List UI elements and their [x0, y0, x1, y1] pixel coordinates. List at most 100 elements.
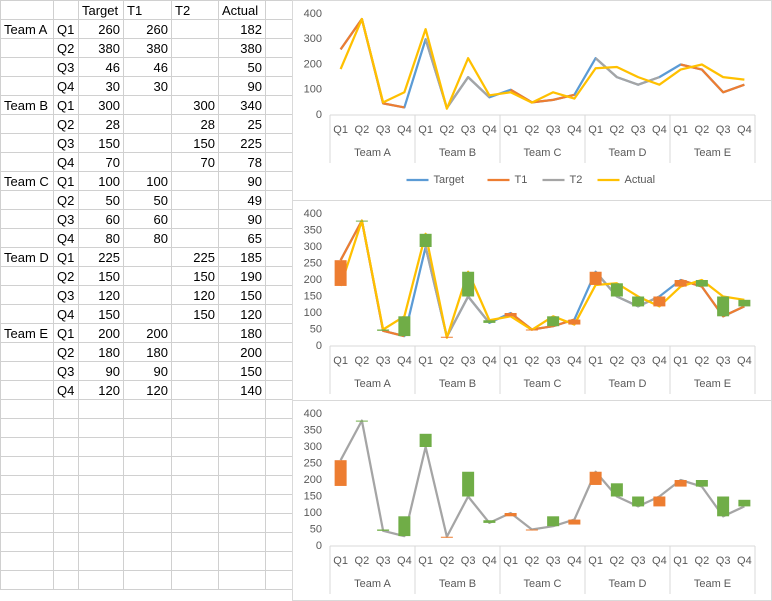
cell[interactable]: Q4: [53, 228, 79, 248]
cell[interactable]: [171, 380, 219, 400]
cell[interactable]: 46: [78, 57, 124, 77]
cell[interactable]: [171, 19, 219, 39]
cell[interactable]: [53, 456, 79, 476]
cell[interactable]: 225: [218, 133, 266, 153]
cell[interactable]: Actual: [218, 0, 266, 20]
cell[interactable]: Q3: [53, 209, 79, 229]
cell[interactable]: Q4: [53, 304, 79, 324]
cell[interactable]: [78, 513, 124, 533]
cell[interactable]: 120: [78, 380, 124, 400]
cell[interactable]: [171, 570, 219, 590]
cell[interactable]: 78: [218, 152, 266, 172]
cell[interactable]: 180: [218, 323, 266, 343]
cell[interactable]: [265, 285, 293, 305]
cell[interactable]: [123, 152, 172, 172]
cell[interactable]: 200: [78, 323, 124, 343]
cell[interactable]: T2: [171, 0, 219, 20]
cell[interactable]: 28: [78, 114, 124, 134]
cell[interactable]: 140: [218, 380, 266, 400]
cell[interactable]: [171, 209, 219, 229]
cell[interactable]: 80: [123, 228, 172, 248]
cell[interactable]: 28: [171, 114, 219, 134]
cell[interactable]: [0, 0, 54, 20]
cell[interactable]: [265, 551, 293, 571]
cell[interactable]: Team D: [0, 247, 54, 267]
cell[interactable]: [53, 513, 79, 533]
cell[interactable]: [123, 532, 172, 552]
cell[interactable]: 25: [218, 114, 266, 134]
cell[interactable]: [0, 399, 54, 419]
cell[interactable]: [265, 304, 293, 324]
cell[interactable]: [78, 570, 124, 590]
cell[interactable]: [171, 38, 219, 58]
cell[interactable]: [123, 266, 172, 286]
cell[interactable]: [265, 114, 293, 134]
cell[interactable]: [123, 399, 172, 419]
cell[interactable]: [0, 190, 54, 210]
cell[interactable]: 150: [218, 361, 266, 381]
cell[interactable]: 90: [218, 209, 266, 229]
cell[interactable]: [265, 456, 293, 476]
cell[interactable]: [265, 0, 293, 20]
cell[interactable]: 190: [218, 266, 266, 286]
cell[interactable]: [123, 285, 172, 305]
cell[interactable]: [0, 475, 54, 495]
cell[interactable]: 70: [78, 152, 124, 172]
cell[interactable]: [218, 570, 266, 590]
cell[interactable]: [0, 209, 54, 229]
cell[interactable]: 300: [171, 95, 219, 115]
cell[interactable]: [265, 380, 293, 400]
cell[interactable]: [0, 342, 54, 362]
cell[interactable]: 150: [78, 133, 124, 153]
cell[interactable]: [53, 399, 79, 419]
cell[interactable]: Q4: [53, 380, 79, 400]
cell[interactable]: Team B: [0, 95, 54, 115]
cell[interactable]: [265, 532, 293, 552]
cell[interactable]: [0, 285, 54, 305]
cell[interactable]: [265, 342, 293, 362]
cell[interactable]: [53, 0, 79, 20]
cell[interactable]: 120: [78, 285, 124, 305]
cell[interactable]: [0, 494, 54, 514]
cell[interactable]: [171, 456, 219, 476]
cell[interactable]: Q1: [53, 247, 79, 267]
cell[interactable]: [53, 437, 79, 457]
cell[interactable]: [0, 380, 54, 400]
cell[interactable]: 50: [218, 57, 266, 77]
cell[interactable]: [171, 228, 219, 248]
cell[interactable]: [265, 228, 293, 248]
cell[interactable]: [123, 456, 172, 476]
cell[interactable]: 260: [78, 19, 124, 39]
cell[interactable]: Q4: [53, 76, 79, 96]
cell[interactable]: 65: [218, 228, 266, 248]
cell[interactable]: [0, 228, 54, 248]
cell[interactable]: [171, 494, 219, 514]
cell[interactable]: [265, 38, 293, 58]
cell[interactable]: [171, 399, 219, 419]
cell[interactable]: [171, 532, 219, 552]
cell[interactable]: [265, 209, 293, 229]
cell[interactable]: [123, 513, 172, 533]
cell[interactable]: [265, 152, 293, 172]
cell[interactable]: [0, 57, 54, 77]
cell[interactable]: 180: [123, 342, 172, 362]
cell[interactable]: 49: [218, 190, 266, 210]
cell[interactable]: [265, 266, 293, 286]
cell[interactable]: [78, 532, 124, 552]
cell[interactable]: [218, 532, 266, 552]
cell[interactable]: Q2: [53, 342, 79, 362]
cell[interactable]: 46: [123, 57, 172, 77]
cell[interactable]: [123, 114, 172, 134]
cell[interactable]: [265, 76, 293, 96]
cell[interactable]: [53, 494, 79, 514]
cell[interactable]: [0, 437, 54, 457]
cell[interactable]: [265, 437, 293, 457]
cell[interactable]: Q2: [53, 266, 79, 286]
cell[interactable]: Q4: [53, 152, 79, 172]
cell[interactable]: [0, 114, 54, 134]
cell[interactable]: [78, 475, 124, 495]
cell[interactable]: [265, 190, 293, 210]
cell[interactable]: 150: [78, 304, 124, 324]
cell[interactable]: [265, 133, 293, 153]
cell[interactable]: 60: [78, 209, 124, 229]
